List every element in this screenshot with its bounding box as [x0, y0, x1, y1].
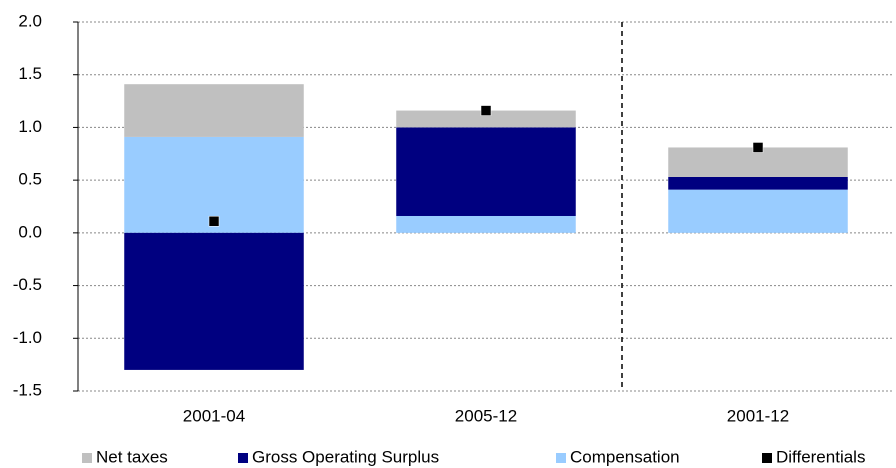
y-tick-label: 0.0 — [18, 222, 42, 241]
bar-segment — [668, 176, 848, 190]
bar-segment — [396, 127, 576, 216]
marker — [480, 105, 492, 116]
marker — [752, 142, 764, 153]
legend-label: Differentials — [776, 447, 865, 466]
marker — [208, 216, 220, 227]
y-tick-label: 1.5 — [18, 64, 42, 83]
legend-label: Gross Operating Surplus — [252, 447, 439, 466]
bar-segment — [396, 110, 576, 128]
bar-segment — [124, 84, 304, 137]
y-tick-label: 0.5 — [18, 170, 42, 189]
bars — [124, 84, 848, 370]
legend-swatch — [82, 453, 92, 463]
y-tick-label: -1.0 — [13, 328, 42, 347]
x-tick-label: 2001-04 — [183, 406, 245, 425]
legend-swatch — [556, 453, 566, 463]
legend-label: Net taxes — [96, 447, 168, 466]
legend-swatch — [238, 453, 248, 463]
y-tick-label: 1.0 — [18, 117, 42, 136]
x-tick-label: 2005-12 — [455, 406, 517, 425]
y-tick-label: -1.5 — [13, 380, 42, 399]
legend-label: Compensation — [570, 447, 680, 466]
bar-segment — [668, 189, 848, 233]
y-tick-label: 2.0 — [18, 11, 42, 30]
bar-segment — [396, 215, 576, 233]
legend-swatch — [762, 453, 772, 463]
y-tick-label: -0.5 — [13, 275, 42, 294]
bar-segment — [124, 232, 304, 370]
x-tick-label: 2001-12 — [727, 406, 789, 425]
